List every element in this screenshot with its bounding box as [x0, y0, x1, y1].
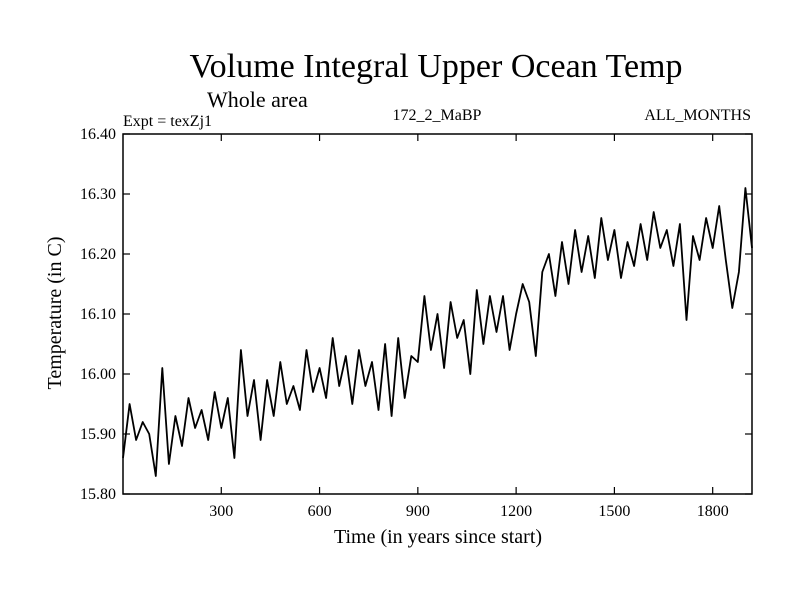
- y-tick-label: 16.20: [80, 246, 116, 263]
- y-tick-label: 16.30: [80, 186, 116, 203]
- y-tick-label: 16.00: [80, 366, 116, 383]
- y-tick-label: 16.40: [80, 126, 116, 143]
- period-label: ALL_MONTHS: [644, 107, 751, 124]
- chart-title: Volume Integral Upper Ocean Temp: [190, 48, 683, 85]
- y-tick-label: 16.10: [80, 306, 116, 323]
- y-tick-label: 15.80: [80, 486, 116, 503]
- x-tick-label: 300: [209, 503, 233, 520]
- run-label: 172_2_MaBP: [393, 107, 482, 124]
- y-axis-label: Temperature (in C): [44, 237, 66, 390]
- x-tick-label: 1500: [598, 503, 630, 520]
- x-tick-label: 1200: [500, 503, 532, 520]
- x-axis: 300 600 900 1200 1500 1800: [209, 134, 729, 520]
- x-axis-label: Time (in years since start): [334, 526, 542, 548]
- experiment-label: Expt = texZj1: [123, 113, 212, 130]
- y-tick-label: 15.90: [80, 426, 116, 443]
- x-tick-label: 600: [308, 503, 332, 520]
- chart-subtitle: Whole area: [207, 87, 308, 112]
- series-line: [122, 187, 753, 477]
- y-axis: 15.80 15.90 16.00 16.10 16.20 16.30 16.40: [80, 126, 752, 503]
- x-tick-label: 900: [406, 503, 430, 520]
- x-tick-label: 1800: [697, 503, 729, 520]
